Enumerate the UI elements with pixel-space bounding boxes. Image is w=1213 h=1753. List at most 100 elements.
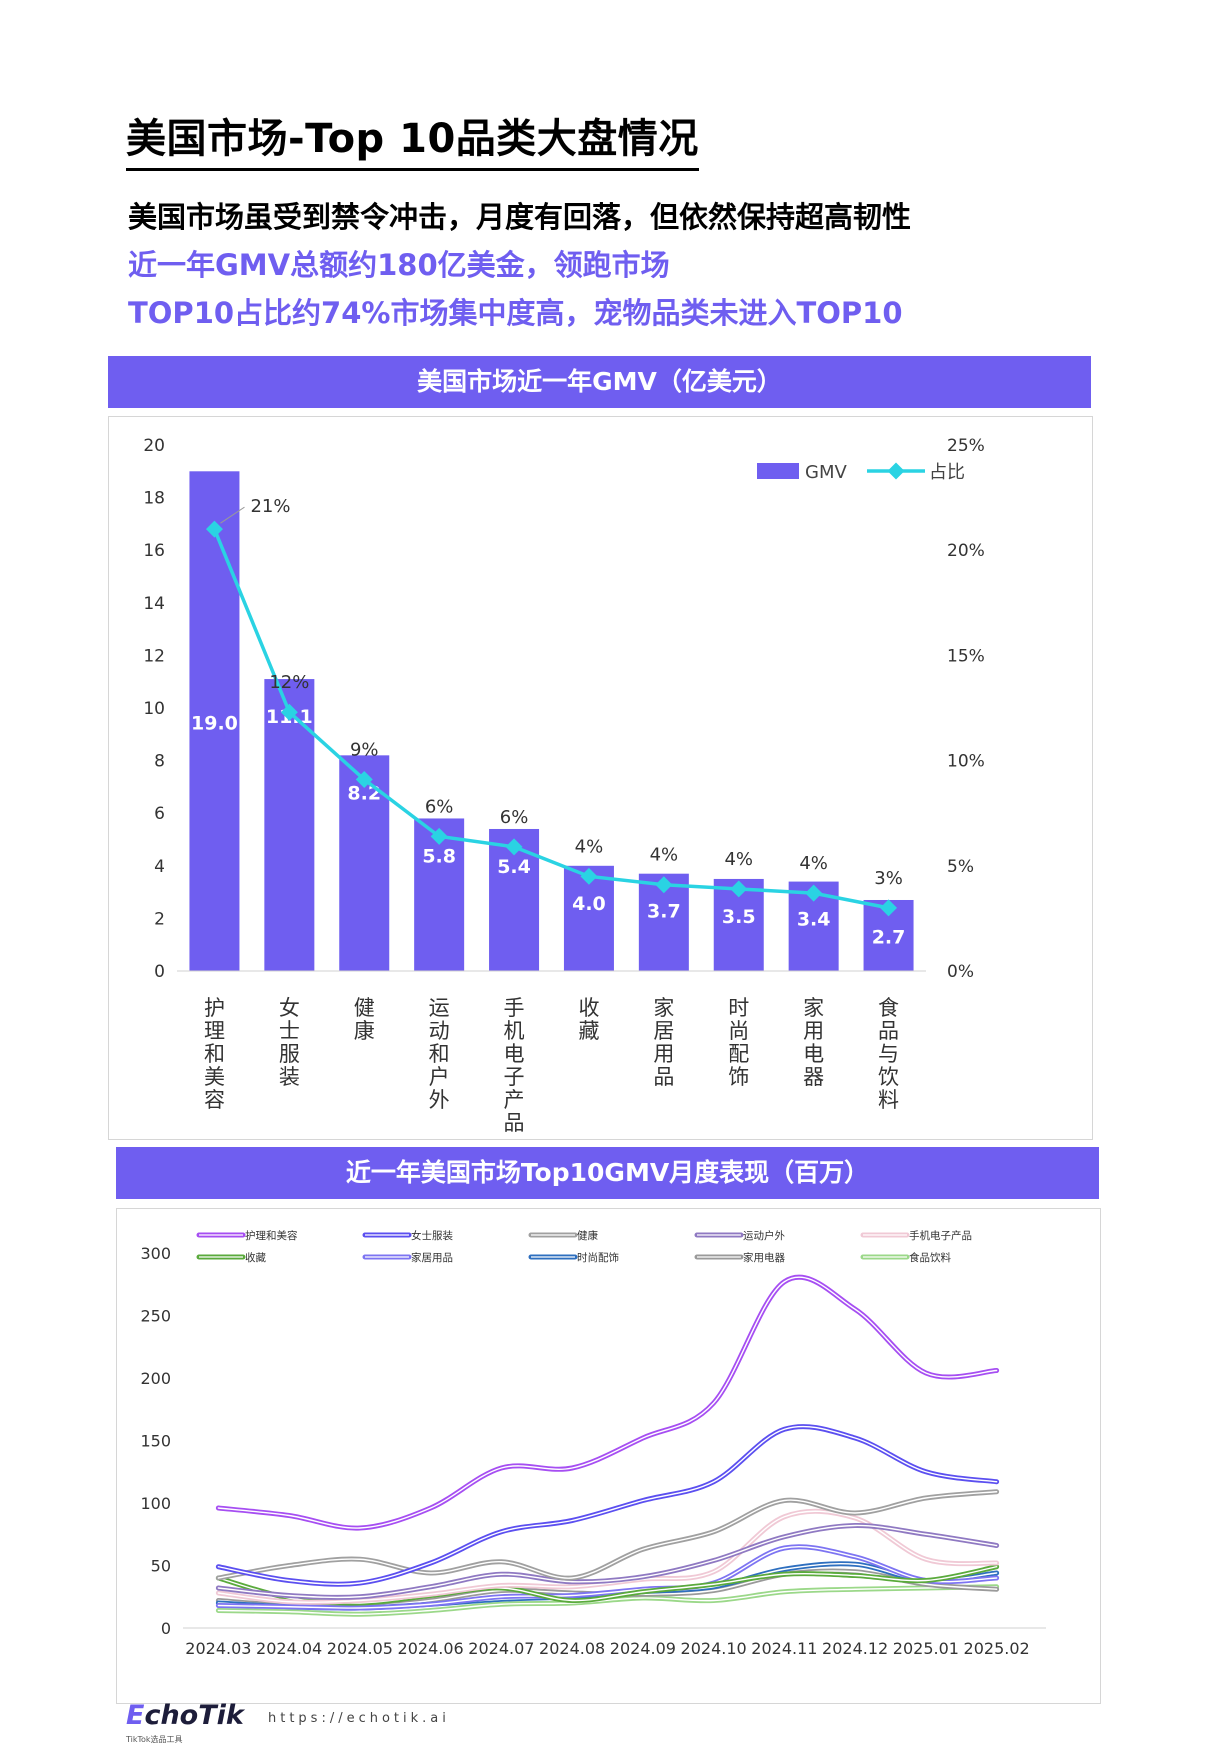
share-label: 6% [425, 796, 454, 817]
series-line-highlight [217, 1586, 998, 1615]
x-tick-label: 2024.05 [327, 1639, 393, 1658]
legend-label-share: 占比 [929, 462, 965, 483]
series-line-highlight [217, 1546, 998, 1609]
line-chart-title: 近一年美国市场Top10GMV月度表现（百万） [116, 1147, 1099, 1199]
share-label: 12% [269, 672, 309, 693]
category-label: 时 [728, 996, 749, 1020]
category-label: 动 [429, 1019, 450, 1043]
category-label: 家 [653, 996, 674, 1020]
share-marker [730, 880, 748, 898]
category-label: 康 [354, 1019, 375, 1043]
category-label: 品 [504, 1111, 525, 1135]
share-marker [580, 867, 598, 885]
category-label: 与 [878, 1042, 899, 1066]
y-tick-label: 300 [140, 1244, 171, 1263]
x-tick-label: 2024.03 [185, 1639, 251, 1658]
legend-label: 手机电子产品 [909, 1229, 972, 1242]
category-label: 收 [578, 996, 599, 1020]
y-left-tick-label: 14 [143, 594, 165, 614]
logo-subtitle: TikTok选品工具 [126, 1735, 183, 1744]
y-right-tick-label: 0% [947, 962, 974, 982]
y-left-tick-label: 0 [154, 962, 165, 982]
category-label: 运 [429, 996, 450, 1020]
category-label: 饮 [878, 1065, 899, 1089]
bar-value-label: 2.7 [872, 926, 906, 948]
y-right-tick-label: 20% [947, 541, 985, 561]
y-right-tick-label: 15% [947, 646, 985, 666]
legend-label: 时尚配饰 [577, 1251, 619, 1264]
category-label: 食 [878, 996, 899, 1020]
category-label: 家 [803, 996, 824, 1020]
category-label: 子 [504, 1065, 525, 1089]
category-label: 藏 [578, 1019, 599, 1043]
series-line-outer [215, 1274, 1000, 1531]
bar [189, 471, 240, 971]
category-label: 饰 [728, 1065, 749, 1089]
x-tick-label: 2024.11 [751, 1639, 817, 1658]
category-label: 电 [504, 1042, 525, 1066]
logo-rest: choTik [144, 1700, 244, 1731]
category-label: 品 [878, 1019, 899, 1043]
y-tick-label: 0 [161, 1619, 171, 1638]
bar-chart-title: 美国市场近一年GMV（亿美元） [108, 356, 1091, 408]
page-title: 美国市场-Top 10品类大盘情况 [126, 106, 699, 171]
category-label: 容 [204, 1088, 225, 1112]
legend-label: 食品饮料 [909, 1251, 951, 1264]
y-tick-label: 100 [140, 1494, 171, 1513]
series-line-highlight [217, 1276, 998, 1529]
y-tick-label: 150 [140, 1432, 171, 1451]
y-left-tick-label: 8 [154, 752, 165, 772]
category-label: 料 [878, 1088, 899, 1112]
x-tick-label: 2024.07 [468, 1639, 534, 1658]
share-marker [655, 876, 673, 894]
category-label: 服 [279, 1042, 300, 1066]
legend-label: 运动户外 [743, 1229, 785, 1242]
series-line-highlight [217, 1524, 998, 1599]
x-tick-label: 2025.02 [964, 1639, 1030, 1658]
bar-chart-panel: 024681012141618200%5%10%15%20%25%19.011.… [108, 416, 1093, 1140]
share-label: 21% [250, 496, 290, 517]
footer-url[interactable]: https://echotik.ai [268, 1711, 450, 1726]
category-label: 手 [504, 996, 525, 1020]
category-label: 女 [279, 996, 300, 1020]
echotik-logo: EchoTik [126, 1700, 244, 1731]
bar-value-label: 4.0 [572, 893, 606, 915]
y-left-tick-label: 4 [154, 857, 165, 877]
x-tick-label: 2024.04 [256, 1639, 322, 1658]
legend-marker-share [887, 462, 905, 480]
category-label: 户 [429, 1065, 450, 1089]
y-right-tick-label: 10% [947, 752, 985, 772]
x-tick-label: 2024.08 [539, 1639, 605, 1658]
legend-label: 家居用品 [411, 1251, 453, 1264]
legend-label: 护理和美容 [245, 1229, 298, 1242]
category-label: 器 [803, 1065, 824, 1089]
series-line-highlight [217, 1425, 998, 1585]
share-marker [805, 884, 823, 902]
headline-resilience: 美国市场虽受到禁令冲击，月度有回落，但依然保持超高韧性 [128, 200, 912, 234]
y-right-tick-label: 25% [947, 436, 985, 456]
share-marker [430, 827, 448, 845]
bar-value-label: 3.5 [722, 906, 756, 928]
y-left-tick-label: 6 [154, 804, 165, 824]
category-label: 产 [504, 1088, 525, 1112]
share-label: 3% [874, 868, 903, 889]
share-marker [355, 771, 373, 789]
category-label: 品 [653, 1065, 674, 1089]
bar-value-label: 5.4 [497, 856, 531, 878]
legend-swatch-gmv [757, 463, 799, 479]
y-tick-label: 50 [151, 1557, 171, 1576]
category-label: 电 [803, 1042, 824, 1066]
headline-gmv-total: 近一年GMV总额约180亿美金，领跑市场 [128, 248, 670, 282]
y-tick-label: 200 [140, 1369, 171, 1388]
category-label: 居 [653, 1019, 674, 1043]
share-label: 4% [799, 853, 828, 874]
share-label: 4% [575, 836, 604, 857]
share-marker [280, 703, 298, 721]
y-left-tick-label: 20 [143, 436, 165, 456]
category-label: 理 [204, 1019, 225, 1043]
y-left-tick-label: 2 [154, 909, 165, 929]
y-left-tick-label: 12 [143, 646, 165, 666]
share-marker [880, 899, 898, 917]
bar-value-label: 3.4 [797, 909, 831, 931]
monthly-line-chart: 0 50 100 150 200 250 300 2024.03 2024.04 2024.05 2… [140, 1229, 1046, 1658]
